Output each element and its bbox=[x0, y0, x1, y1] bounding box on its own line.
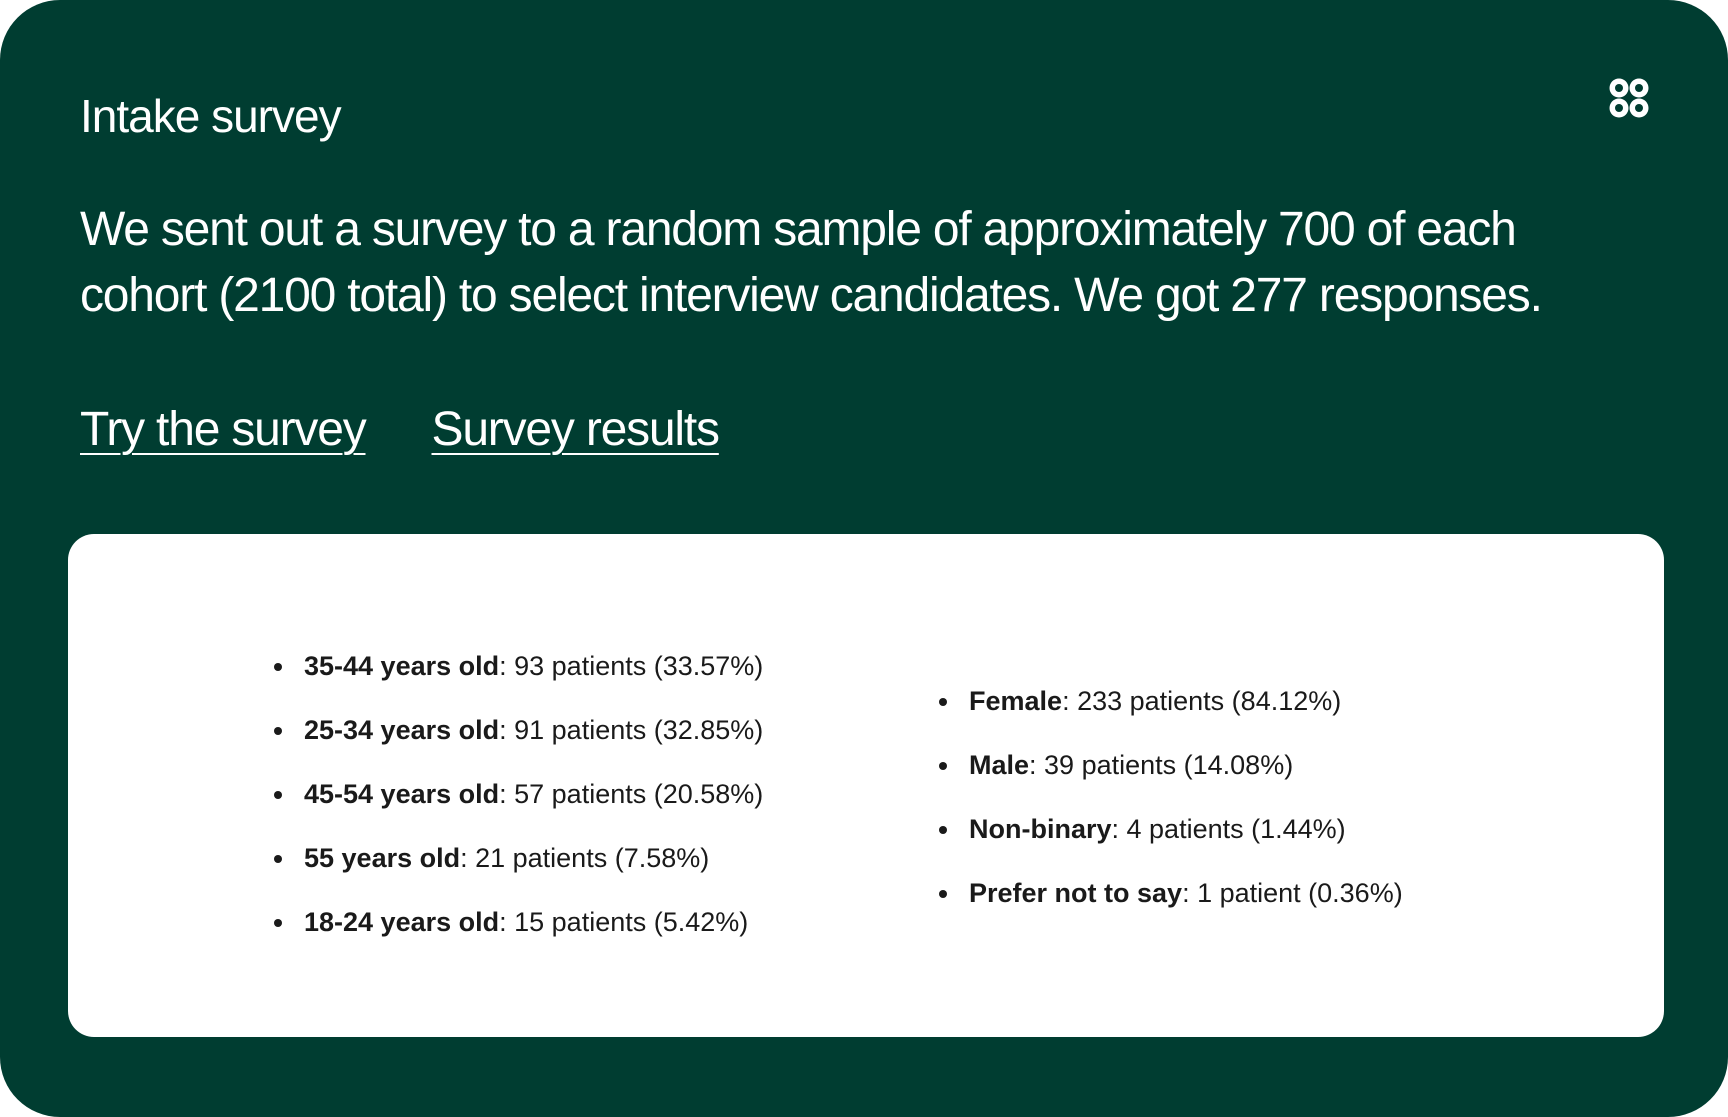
age-group-label: 55 years old bbox=[304, 843, 461, 873]
results-panel: 35-44 years old: 93 patients (33.57%) 25… bbox=[68, 534, 1664, 1037]
gender-value: : 39 patients (14.08%) bbox=[1029, 750, 1294, 780]
list-item: 45-54 years old: 57 patients (20.58%) bbox=[268, 762, 763, 826]
gender-label: Prefer not to say bbox=[969, 878, 1183, 908]
survey-description: We sent out a survey to a random sample … bbox=[80, 203, 1543, 322]
list-item: Female: 233 patients (84.12%) bbox=[933, 669, 1403, 733]
gender-label: Male bbox=[969, 750, 1030, 780]
age-group-label: 35-44 years old bbox=[304, 651, 500, 681]
gender-label: Non-binary bbox=[969, 814, 1112, 844]
age-group-value: : 21 patients (7.58%) bbox=[460, 843, 710, 873]
age-group-value: : 15 patients (5.42%) bbox=[499, 907, 749, 937]
age-group-value: : 57 patients (20.58%) bbox=[499, 779, 764, 809]
survey-results-link[interactable]: Survey results bbox=[431, 403, 721, 456]
age-group-label: 45-54 years old bbox=[304, 779, 500, 809]
age-group-value: : 91 patients (32.85%) bbox=[499, 715, 764, 745]
gender-value: : 4 patients (1.44%) bbox=[1111, 814, 1346, 844]
gender-value: : 1 patient (0.36%) bbox=[1182, 878, 1403, 908]
age-group-label: 25-34 years old bbox=[304, 715, 500, 745]
list-item: 18-24 years old: 15 patients (5.42%) bbox=[268, 890, 763, 954]
age-group-list: 35-44 years old: 93 patients (33.57%) 25… bbox=[268, 634, 763, 954]
age-group-label: 18-24 years old bbox=[304, 907, 500, 937]
try-the-survey-link[interactable]: Try the survey bbox=[80, 403, 367, 456]
gender-value: : 233 patients (84.12%) bbox=[1062, 686, 1342, 716]
list-item: Non-binary: 4 patients (1.44%) bbox=[933, 797, 1403, 861]
list-item: 25-34 years old: 91 patients (32.85%) bbox=[268, 698, 763, 762]
list-item: 55 years old: 21 patients (7.58%) bbox=[268, 826, 763, 890]
gender-list: Female: 233 patients (84.12%) Male: 39 p… bbox=[933, 669, 1403, 925]
list-item: Prefer not to say: 1 patient (0.36%) bbox=[933, 861, 1403, 925]
survey-links: Try the survey Survey results bbox=[80, 400, 721, 470]
clover-logo-icon bbox=[1608, 77, 1650, 119]
list-item: Male: 39 patients (14.08%) bbox=[933, 733, 1403, 797]
age-group-value: : 93 patients (33.57%) bbox=[499, 651, 764, 681]
list-item: 35-44 years old: 93 patients (33.57%) bbox=[268, 634, 763, 698]
gender-label: Female bbox=[969, 686, 1063, 716]
page-title: Intake survey bbox=[80, 90, 342, 142]
